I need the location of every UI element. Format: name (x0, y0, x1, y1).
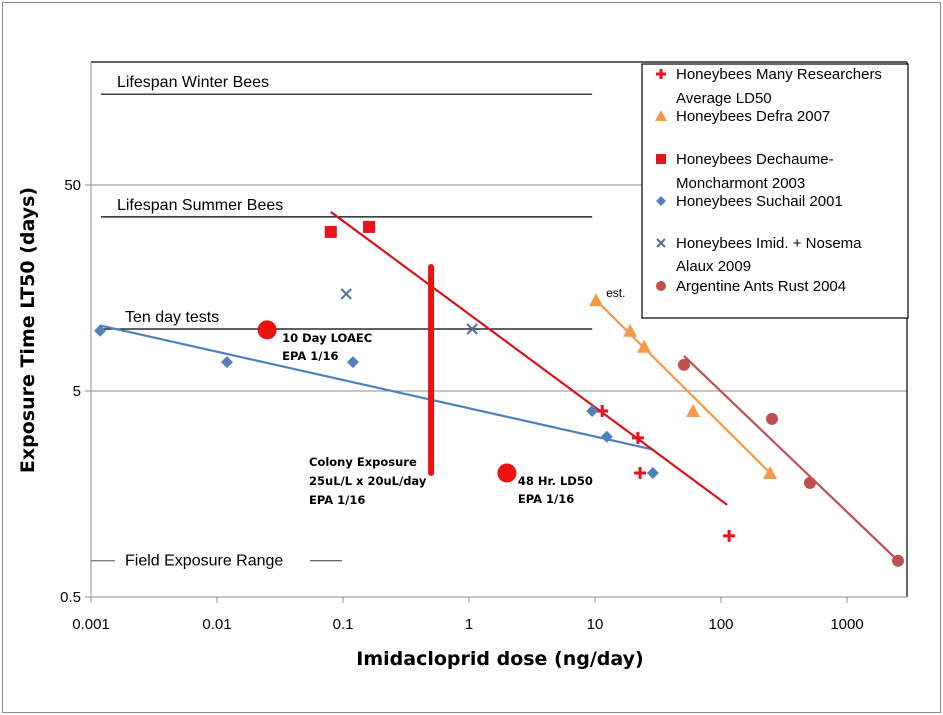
red-ld50-trend (330, 211, 728, 506)
data-point-triangle (589, 293, 604, 307)
epa-marker-label: 48 Hr. LD50 (518, 474, 593, 488)
legend-entry-label: Moncharmont 2003 (676, 175, 805, 192)
legend-marker-triangle (655, 110, 667, 121)
epa-marker-label: EPA 1/16 (282, 349, 338, 363)
data-point-square (324, 225, 337, 238)
x-tick-label: 0.1 (333, 616, 354, 633)
data-point-triangle (623, 323, 638, 337)
y-tick-label: 0.5 (60, 589, 81, 606)
trend-line (683, 355, 899, 562)
legend-entry-label: Honeybees Defra 2007 (676, 108, 830, 125)
trend-line (595, 299, 771, 474)
reference-line-label: Lifespan Winter Bees (117, 74, 269, 91)
x-tick-label: 1000 (830, 616, 863, 633)
reference-line-label: Lifespan Summer Bees (117, 197, 283, 214)
legend-entry-label: Honeybees Dechaume- (676, 151, 834, 168)
epa-marker-label: EPA 1/16 (518, 492, 574, 506)
epa-marker (257, 320, 277, 340)
data-point-diamond (600, 430, 613, 443)
x-tick-label: 100 (708, 616, 733, 633)
legend-entry-label: Argentine Ants Rust 2004 (676, 278, 846, 295)
data-point-diamond (646, 466, 659, 479)
legend-marker-diamond (656, 196, 666, 206)
colony-exposure-label: 25uL/L x 20uL/day (309, 474, 427, 488)
y-axis-title: Exposure Time LT50 (days) (17, 187, 39, 473)
legend-entry-label: Average LD50 (676, 90, 772, 107)
data-point-plus (631, 431, 644, 444)
x-tick-label: 1 (465, 616, 473, 633)
colony-exposure-label: EPA 1/16 (309, 493, 365, 507)
data-point-circle (892, 554, 905, 567)
data-point-diamond (346, 356, 359, 369)
legend-marker-circle (656, 281, 666, 291)
data-point-x (340, 288, 352, 300)
trend-lines (99, 211, 899, 562)
x-tick-label: 0.01 (202, 616, 231, 633)
y-tick-label: 50 (64, 177, 81, 194)
epa-marker (497, 463, 517, 483)
data-point-circle (677, 358, 690, 371)
data-point-square (363, 220, 376, 233)
reference-line-label: Ten day tests (125, 309, 219, 326)
trend-line (99, 324, 654, 451)
legend-entry-label: Honeybees Many Researchers (676, 66, 882, 83)
data-point-triangle (637, 339, 652, 353)
colony-exposure-label: Colony Exposure (309, 455, 417, 469)
data-point-diamond (220, 356, 233, 369)
field-exposure-label: Field Exposure Range (125, 553, 283, 570)
data-point-circle (803, 476, 816, 489)
data-point-diamond (94, 324, 107, 337)
epa-marker-label: 10 Day LOAEC (282, 331, 372, 345)
data-marks (94, 220, 905, 567)
est-annotation: est. (606, 286, 625, 300)
data-point-diamond (586, 404, 599, 417)
data-point-circle (766, 412, 779, 425)
data-point-plus (723, 529, 736, 542)
legend-marker-plus (656, 69, 666, 79)
x-axis-title: Imidacloprid dose (ng/day) (356, 648, 643, 670)
data-point-plus (634, 466, 647, 479)
annotations: 10 Day LOAEC EPA 1/16 48 Hr. LD50 EPA 1/16 C… (282, 286, 625, 507)
legend-marker-square (656, 154, 666, 164)
reference-lines: Lifespan Winter Bees Lifespan Summer Bees… (91, 74, 593, 570)
legend-entry-label: Honeybees Suchail 2001 (676, 193, 843, 210)
legend-marker-x (656, 238, 666, 248)
data-point-triangle (686, 403, 701, 417)
legend-entry-label: Alaux 2009 (676, 258, 751, 275)
legend-entry-label: Honeybees Imid. + Nosema (676, 235, 862, 252)
data-point-x (466, 323, 478, 335)
x-tick-label: 10 (587, 616, 604, 633)
legend-box (641, 63, 909, 319)
data-point-triangle (763, 465, 778, 479)
y-tick-label: 5 (73, 383, 81, 400)
x-tick-label: 0.001 (72, 616, 110, 633)
axes: 0.5 5 50 0.001 0.01 0.1 1 10 100 1000 (60, 61, 908, 633)
